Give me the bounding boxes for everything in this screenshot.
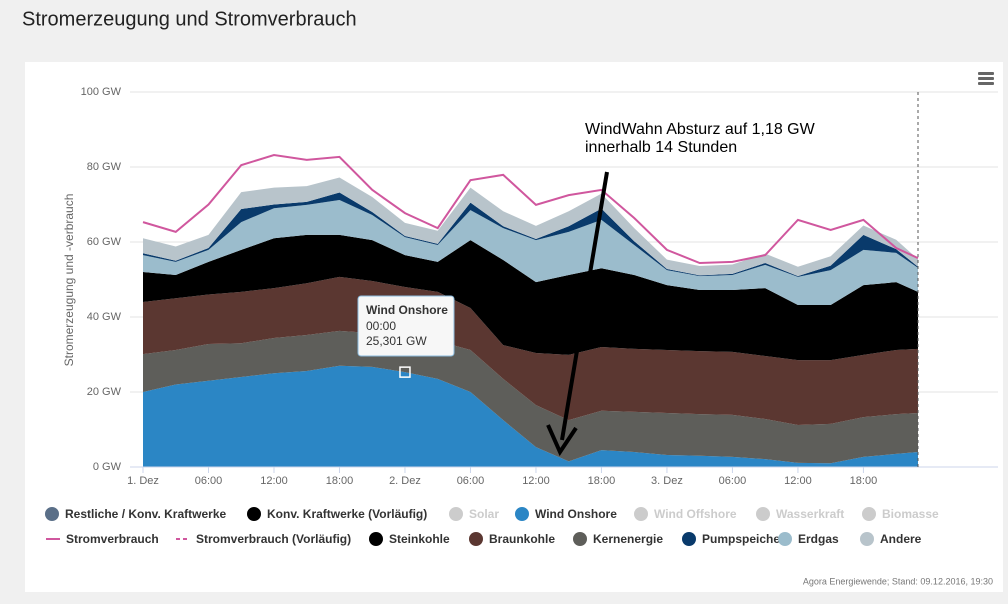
legend-item[interactable]: Kernenergie: [573, 532, 663, 546]
legend-symbol: [682, 532, 696, 546]
legend-symbol: [469, 532, 483, 546]
page-title: Stromerzeugung und Stromverbrauch: [22, 8, 357, 30]
legend-symbol: [756, 507, 770, 521]
x-tick-label: 12:00: [784, 475, 812, 487]
tooltip-time: 00:00: [366, 319, 396, 333]
legend-item[interactable]: Solar: [449, 507, 499, 521]
legend-label: Stromverbrauch (Vorläufig): [196, 532, 351, 546]
y-tick-label: 80 GW: [87, 161, 122, 173]
legend-item[interactable]: Wasserkraft: [756, 507, 844, 521]
area: [143, 200, 918, 305]
credits: Agora Energiewende; Stand: 09.12.2016, 1…: [803, 576, 993, 586]
annotation-arrow: [546, 171, 609, 457]
legend-label: Restliche / Konv. Kraftwerke: [65, 507, 226, 521]
tooltip: Wind Onshore 00:00 25,301 GW: [357, 295, 455, 378]
y-tick-label: 60 GW: [87, 236, 122, 248]
legend-item[interactable]: Braunkohle: [469, 532, 555, 546]
annotation: innerhalb 14 Stunden: [585, 139, 737, 156]
x-tick-label: 06:00: [195, 475, 223, 487]
x-tick-label: 06:00: [457, 475, 485, 487]
y-tick-label: 0 GW: [93, 461, 122, 473]
area: [143, 330, 918, 464]
legend-label: Braunkohle: [489, 532, 555, 546]
legend-item[interactable]: Konv. Kraftwerke (Vorläufig): [247, 507, 427, 521]
annotation: WindWahn Absturz auf 1,18 GW: [585, 121, 816, 138]
legend-item[interactable]: Erdgas: [778, 532, 839, 546]
legend-item[interactable]: Steinkohle: [369, 532, 450, 546]
legend-symbol: [449, 507, 463, 521]
legend-label: Wind Offshore: [654, 507, 737, 521]
legend-label: Erdgas: [798, 532, 839, 546]
hover-point: [399, 366, 411, 378]
x-tick-label: 2. Dez: [389, 475, 421, 487]
x-tick-label: 12:00: [260, 475, 288, 487]
y-tick-label: 20 GW: [87, 386, 122, 398]
area: [143, 276, 918, 425]
legend-item[interactable]: Pumpspeicher: [682, 532, 785, 546]
tooltip-box: [357, 295, 455, 357]
area: [143, 177, 918, 277]
x-tick-label: 18:00: [326, 475, 354, 487]
legend-symbol: [573, 532, 587, 546]
menu-icon[interactable]: [978, 72, 994, 85]
x-tick-label: 3. Dez: [651, 475, 683, 487]
tooltip-value: 25,301 GW: [366, 334, 427, 348]
x-tick-label: 18:00: [850, 475, 878, 487]
legend-item[interactable]: Stromverbrauch (Vorläufig): [176, 532, 351, 546]
legend-label: Stromverbrauch: [66, 532, 159, 546]
legend-label: Solar: [469, 507, 499, 521]
legend-label: Wind Onshore: [535, 507, 617, 521]
legend-label: Konv. Kraftwerke (Vorläufig): [267, 507, 427, 521]
legend-symbol: [778, 532, 792, 546]
legend-label: Andere: [880, 532, 922, 546]
legend-item[interactable]: Andere: [860, 532, 922, 546]
legend-symbol: [862, 507, 876, 521]
x-tick-label: 1. Dez: [127, 475, 159, 487]
area: [143, 365, 918, 467]
legend-item[interactable]: Wind Offshore: [634, 507, 737, 521]
legend-label: Kernenergie: [593, 532, 663, 546]
legend-label: Wasserkraft: [776, 507, 844, 521]
legend-symbol: [45, 507, 59, 521]
line: [142, 153, 919, 265]
legend-item[interactable]: Stromverbrauch: [46, 532, 159, 546]
legend-symbol: [634, 507, 648, 521]
legend-symbol: [369, 532, 383, 546]
legend-symbol: [860, 532, 874, 546]
x-tick-label: 18:00: [588, 475, 616, 487]
tooltip-series: Wind Onshore: [366, 303, 448, 317]
legend-label: Steinkohle: [389, 532, 450, 546]
y-tick-label: 40 GW: [87, 311, 122, 323]
legend-symbol: [515, 507, 529, 521]
x-tick-label: 06:00: [719, 475, 747, 487]
x-tick-label: 12:00: [522, 475, 550, 487]
legend-item[interactable]: Restliche / Konv. Kraftwerke: [45, 507, 226, 521]
legend-item[interactable]: Wind Onshore: [515, 507, 617, 521]
legend-item[interactable]: Biomasse: [862, 507, 939, 521]
legend-symbol: [247, 507, 261, 521]
legend-label: Biomasse: [882, 507, 939, 521]
legend-label: Pumpspeicher: [702, 532, 785, 546]
area: [143, 234, 918, 361]
y-tick-label: 100 GW: [81, 86, 122, 98]
y-axis-label: Stromerzeugung und -verbrauch: [62, 194, 76, 367]
